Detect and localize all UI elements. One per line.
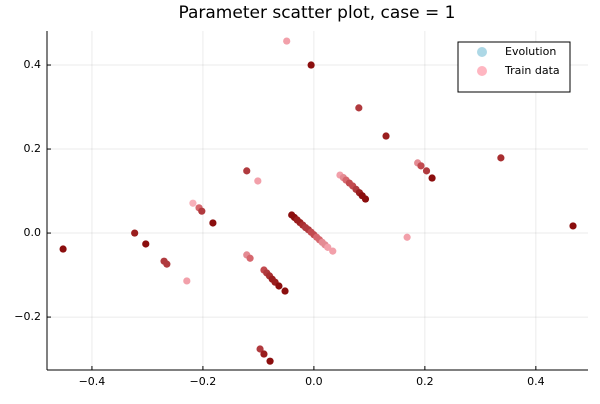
point [403, 233, 411, 241]
point [183, 277, 191, 285]
point [131, 229, 139, 237]
legend-label: Evolution [505, 45, 556, 58]
point [254, 177, 262, 185]
y-tick-label: 0.0 [24, 226, 42, 239]
point [329, 247, 337, 255]
point [163, 260, 171, 268]
y-tick-label: −0.2 [14, 310, 41, 323]
point [209, 219, 217, 227]
legend-marker [477, 47, 487, 57]
point [497, 154, 505, 162]
x-tick-label: 0.0 [305, 375, 323, 388]
x-tick-label: −0.2 [190, 375, 217, 388]
point [307, 61, 315, 69]
point [428, 174, 436, 182]
point [59, 245, 67, 253]
legend-label: Train data [504, 64, 560, 77]
point [355, 104, 363, 112]
point [283, 37, 291, 45]
point [324, 243, 332, 251]
point [198, 207, 206, 215]
y-tick-label: 0.2 [24, 142, 42, 155]
point [281, 287, 289, 295]
x-tick-label: 0.4 [527, 375, 545, 388]
point [417, 162, 425, 170]
x-tick-label: −0.4 [79, 375, 106, 388]
legend-box [457, 41, 571, 93]
point [361, 195, 370, 203]
x-tick-label: 0.2 [416, 375, 434, 388]
y-tick-label: 0.4 [24, 58, 42, 71]
point [256, 345, 264, 353]
point [382, 132, 390, 140]
point [260, 350, 268, 358]
point [142, 240, 150, 248]
point [189, 199, 197, 207]
point [266, 357, 274, 365]
point [569, 222, 577, 230]
chart-title: Parameter scatter plot, case = 1 [179, 3, 456, 23]
point [243, 167, 251, 175]
point [246, 254, 254, 262]
legend-marker [477, 66, 487, 76]
point [275, 282, 283, 290]
point [422, 167, 431, 175]
